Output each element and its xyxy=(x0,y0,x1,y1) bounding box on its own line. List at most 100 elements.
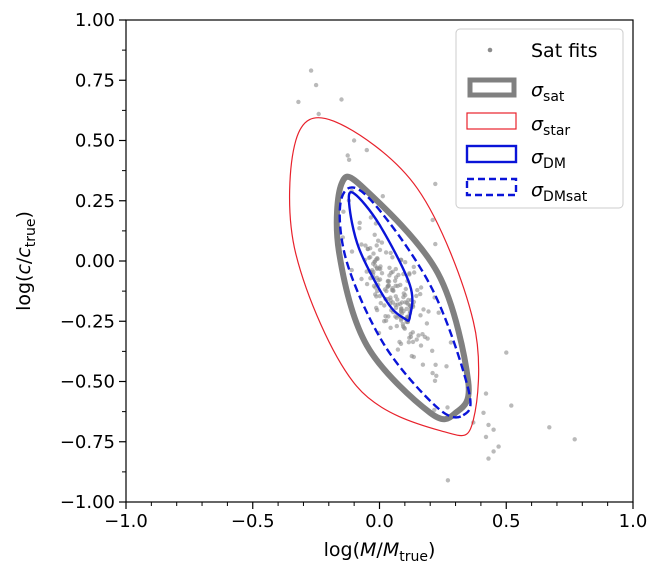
legend-scatter-marker xyxy=(487,47,493,53)
scatter-point xyxy=(388,325,393,330)
scatter-point xyxy=(371,251,376,256)
scatter-point xyxy=(371,283,377,289)
scatter-point xyxy=(395,297,400,302)
scatter-point xyxy=(393,294,398,299)
scatter-point xyxy=(504,350,509,355)
scatter-point xyxy=(393,314,398,319)
scatter-point xyxy=(377,293,382,299)
scatter-point xyxy=(393,305,399,310)
y-tick-label: 0.75 xyxy=(75,70,115,91)
scatter-point xyxy=(414,337,419,342)
scatter-point xyxy=(491,427,496,432)
scatter-point xyxy=(483,391,489,396)
legend-box xyxy=(455,28,624,209)
scatter-point xyxy=(406,340,411,345)
scatter-point xyxy=(407,271,412,276)
scatter-point xyxy=(357,220,362,225)
x-tick-label: 0.0 xyxy=(365,511,394,532)
scatter-point xyxy=(433,241,438,247)
legend-entry-sigma-dm: σDM xyxy=(465,144,566,172)
scatter-point xyxy=(316,111,321,117)
scatter-point xyxy=(387,273,392,278)
scatter-point xyxy=(341,209,346,214)
ellipse-sigma-sat xyxy=(333,173,472,423)
scatter-point xyxy=(444,364,449,369)
y-tick-label: −0.50 xyxy=(60,372,115,393)
scatter-point xyxy=(373,292,378,297)
scatter-point xyxy=(436,310,441,315)
scatter-point xyxy=(349,249,355,254)
scatter-point xyxy=(394,323,399,329)
scatter-point xyxy=(401,309,406,314)
scatter-point xyxy=(364,147,369,153)
scatter-point xyxy=(509,403,514,408)
scatter-point xyxy=(385,284,390,289)
scatter-point xyxy=(434,373,439,378)
scatter-point xyxy=(379,240,385,245)
y-tick-label: −0.25 xyxy=(60,311,115,332)
scatter-point xyxy=(398,301,403,306)
scatter-point xyxy=(418,285,424,290)
scatter-point xyxy=(416,333,421,338)
scatter-point xyxy=(368,215,374,220)
scatter-point xyxy=(372,232,377,237)
scatter-point xyxy=(393,266,398,272)
scatter-point xyxy=(400,324,406,329)
scatter-point xyxy=(433,181,438,187)
x-tick-label: 0.5 xyxy=(492,511,521,532)
scatter-point xyxy=(432,407,437,413)
scatter-point xyxy=(380,194,385,199)
scatter-point xyxy=(308,68,314,73)
scatter-point xyxy=(373,263,378,268)
scatter-point xyxy=(393,283,398,288)
ellipse-sigma-star xyxy=(288,117,480,437)
scatter-point xyxy=(365,246,370,252)
scatter-point xyxy=(376,238,381,243)
scatter-point xyxy=(418,343,424,348)
scatter-point xyxy=(412,270,417,275)
scatter-point xyxy=(392,278,398,283)
scatter-point xyxy=(375,256,380,262)
ellipse-sigma-dm xyxy=(347,191,414,322)
y-tick-label: 0.50 xyxy=(75,131,115,152)
scatter-point xyxy=(382,319,387,324)
legend-label-sigma-sat: σsat xyxy=(531,79,565,105)
scatter-point xyxy=(387,265,392,270)
scatter-point xyxy=(374,307,380,313)
legend-label-sigma-star: σstar xyxy=(531,113,570,139)
scatter-point xyxy=(403,260,408,265)
scatter-point xyxy=(448,340,454,345)
legend-label-sigma-dm: σDM xyxy=(531,146,566,172)
legend-swatch-sigma-dmsat xyxy=(465,177,518,197)
scatter-point xyxy=(397,339,402,345)
scatter-point xyxy=(378,300,383,306)
scatter-point xyxy=(547,425,552,430)
scatter-point xyxy=(396,272,401,278)
ellipse-sigma-dmsat xyxy=(338,186,472,419)
scatter-point xyxy=(383,250,389,255)
scatter-point xyxy=(411,264,416,270)
scatter-point xyxy=(403,300,408,305)
scatter-point xyxy=(415,287,420,293)
scatter-point xyxy=(481,410,486,415)
scatter-point xyxy=(572,437,577,442)
scatter-point xyxy=(346,157,352,162)
legend-swatch-sigma-sat xyxy=(467,77,517,98)
scatter-point xyxy=(432,378,438,383)
scatter-point xyxy=(422,334,428,340)
scatter-point xyxy=(445,478,451,483)
scatter-point xyxy=(372,259,377,265)
scatter-point xyxy=(403,286,408,292)
x-tick-label: 1.0 xyxy=(619,511,648,532)
legend-entry-sigma-star: σstar xyxy=(466,112,570,139)
legend-swatch-sigma-star xyxy=(466,112,517,130)
legend-swatch-sigma-dm xyxy=(465,144,518,164)
scatter-point xyxy=(370,268,375,273)
scatter-point xyxy=(491,449,496,454)
scatter-point xyxy=(430,348,435,353)
scatter-point xyxy=(433,362,438,367)
scatter-point xyxy=(408,334,414,339)
scatter-point xyxy=(374,243,379,248)
scatter-point xyxy=(395,347,401,352)
scatter-point xyxy=(345,153,350,158)
